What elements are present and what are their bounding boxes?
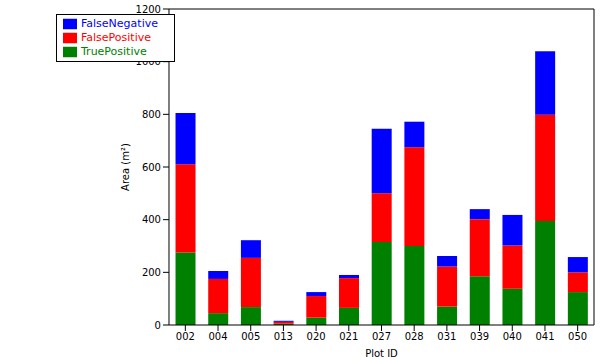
svg-text:0: 0	[155, 320, 161, 331]
svg-text:050: 050	[568, 331, 587, 342]
svg-text:031: 031	[437, 331, 456, 342]
html-text:FalseNegative: FalseNegative	[81, 17, 158, 30]
svg-text:002: 002	[176, 331, 195, 342]
svg-text:027: 027	[372, 331, 391, 342]
svg-text:040: 040	[503, 331, 522, 342]
html-text:TruePositive: TruePositive	[81, 45, 147, 58]
svg-text:021: 021	[339, 331, 358, 342]
svg-text:1200: 1200	[136, 4, 161, 15]
svg-text:013: 013	[274, 331, 293, 342]
svg-text:Area (m²): Area (m²)	[120, 143, 131, 191]
svg-text:039: 039	[470, 331, 489, 342]
svg-text:Plot ID: Plot ID	[365, 348, 398, 359]
svg-text:004: 004	[208, 331, 227, 342]
html-text:FalsePositive: FalsePositive	[81, 31, 151, 44]
svg-text:041: 041	[535, 331, 554, 342]
svg-text:800: 800	[142, 109, 161, 120]
svg-text:028: 028	[405, 331, 424, 342]
svg-text:1000: 1000	[136, 56, 161, 67]
svg-text:600: 600	[142, 162, 161, 173]
svg-text:020: 020	[307, 331, 326, 342]
svg-text:005: 005	[241, 331, 260, 342]
svg-text:200: 200	[142, 267, 161, 278]
svg-text:400: 400	[142, 214, 161, 225]
